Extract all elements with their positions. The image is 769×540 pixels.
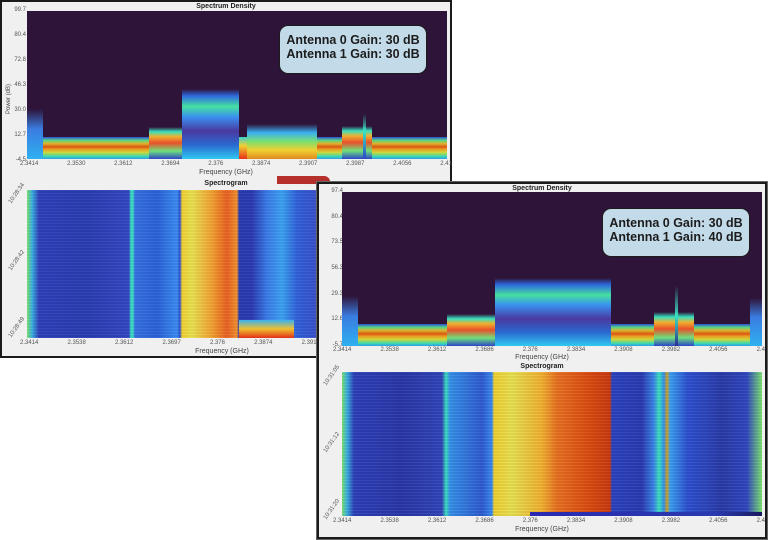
spectrogram-plot (342, 372, 762, 516)
density-xticks: 2.3414 2.3538 2.3612 2.3686 2.376 2.3834 2.390… (333, 347, 765, 353)
gain-annotation: Antenna 0 Gain: 30 dB Antenna 1 Gain: 40… (602, 208, 750, 257)
density-xlabel: Frequency (GHz) (199, 169, 253, 176)
spectrogram-xticks: 2.3414 2.3538 2.3612 2.3686 2.376 2.3834 2.390… (333, 518, 765, 524)
spectrogram-plot (27, 190, 320, 338)
panel-before: Spectrum Density Power (dB) 99.7 80.4 72.8… (0, 0, 452, 358)
density-plot: Antenna 0 Gain: 30 dB Antenna 1 Gain: 30… (27, 11, 447, 159)
spectrogram-title: Spectrogram (520, 363, 564, 370)
density-title: Spectrum Density (196, 3, 256, 10)
gain-annotation: Antenna 0 Gain: 30 dB Antenna 1 Gain: 30… (279, 25, 427, 74)
density-title: Spectrum Density (512, 185, 572, 192)
gain-line-antenna-1: Antenna 1 Gain: 40 dB (609, 230, 743, 244)
density-xlabel: Frequency (GHz) (515, 354, 569, 361)
density-yticks: 99.7 80.4 72.8 46.3 30.0 12.7 -4.5 (14, 7, 26, 163)
spectrogram-xlabel: Frequency (GHz) (195, 348, 249, 355)
spectrogram-yticks: 10:31:05 10:31:12 10:31:20 (322, 364, 342, 521)
density-yticks: 97.4 80.4 73.5 56.3 29.3 12.6 -5.7 (331, 188, 343, 348)
spectrogram-xlabel: Frequency (GHz) (515, 526, 569, 533)
gain-line-antenna-0: Antenna 0 Gain: 30 dB (609, 216, 743, 230)
panel-after: Spectrum Density 97.4 80.4 73.5 56.3 29.3 12.… (317, 182, 767, 539)
spectrogram-xticks: 2.3414 2.3538 2.3612 2.3697 2.376 2.3874 2.391… (20, 340, 320, 346)
density-xticks: 2.3414 2.3530 2.3612 2.3694 2.376 2.3874 2.390… (20, 161, 452, 167)
gain-line-antenna-1: Antenna 1 Gain: 30 dB (286, 47, 420, 61)
density-plot: Antenna 0 Gain: 30 dB Antenna 1 Gain: 40… (342, 192, 762, 346)
gain-line-antenna-0: Antenna 0 Gain: 30 dB (286, 33, 420, 47)
spectrogram-yticks: 10:28:34 10:28:42 10:28:49 (7, 182, 27, 339)
spectrogram-title: Spectrogram (204, 180, 248, 187)
